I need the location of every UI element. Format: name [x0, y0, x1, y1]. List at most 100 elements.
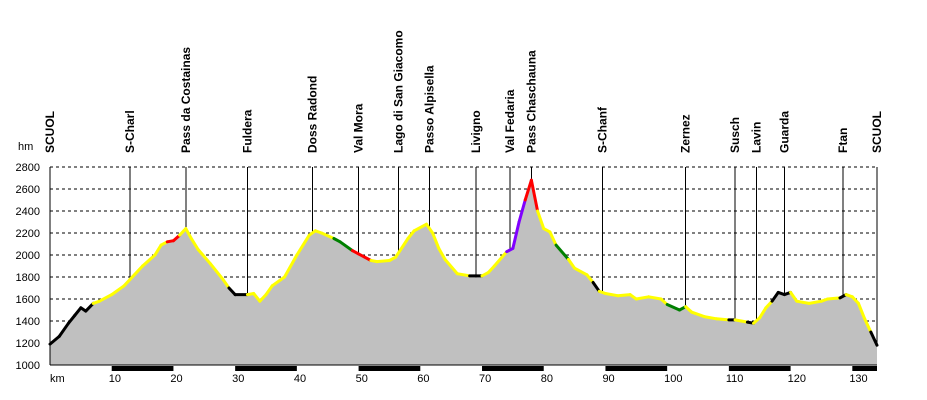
profile-segment	[807, 299, 823, 305]
profile-segment	[227, 286, 237, 297]
y-tick-label: 2800	[16, 162, 40, 174]
profile-segment	[258, 293, 268, 303]
elevation-area	[50, 180, 877, 365]
profile-segment	[789, 290, 799, 303]
profile-segment	[455, 272, 472, 278]
profile-segment	[128, 264, 145, 281]
waypoint-label: Val Mora	[352, 103, 366, 153]
waypoint-label: Fuldera	[240, 109, 254, 153]
y-tick-label: 1400	[16, 316, 40, 328]
profile-segment	[536, 209, 546, 231]
km-scale-block	[111, 366, 174, 371]
profile-segment	[221, 277, 231, 290]
profile-segment	[184, 227, 194, 242]
profile-segment	[431, 231, 441, 250]
profile-segment	[869, 330, 879, 347]
profile-segment	[585, 273, 595, 284]
profile-segment	[338, 240, 354, 253]
profile-segment	[634, 295, 651, 301]
y-tick-labels: 1000 1200 1400 1600 1800 2000 2200 2400 2600 2800	[16, 162, 40, 372]
y-tick-label: 2000	[16, 250, 40, 262]
x-tick-label: 80	[541, 373, 553, 385]
profile-segment	[758, 306, 768, 320]
x-tick-label: 50	[356, 373, 368, 385]
profile-segment	[67, 314, 77, 325]
profile-segment	[647, 295, 663, 301]
waypoint-label: S-Charl	[123, 110, 137, 153]
profile-segment	[770, 290, 780, 303]
profile-segment	[437, 246, 447, 261]
profile-segment	[573, 266, 589, 277]
km-scale-block	[358, 366, 421, 371]
profile-segment	[511, 220, 521, 250]
waypoint-labels: SCUOL S-Charl Pass da Costainas Fuldera Doss…	[43, 30, 884, 153]
profile-segment	[603, 292, 620, 298]
profile-segment	[406, 229, 416, 240]
y-tick-label: 1200	[16, 338, 40, 350]
waypoint-label: Doss Radond	[305, 76, 319, 153]
waypoint-label: Val Fedaria	[503, 89, 517, 153]
profile-segment	[443, 257, 459, 276]
km-scale-block	[482, 366, 544, 371]
waypoint-label: Zernez	[679, 114, 693, 153]
profile-segment	[48, 334, 61, 346]
profile-segment	[616, 293, 632, 298]
profile-area	[50, 180, 877, 365]
y-tick-label: 2400	[16, 206, 40, 218]
profile-segment	[295, 233, 311, 257]
profile-segment	[283, 253, 299, 279]
x-tick-label: 90	[602, 373, 614, 385]
profile-segment	[412, 222, 428, 233]
profile-segment	[141, 253, 157, 268]
y-tick-label: 1600	[16, 294, 40, 306]
waypoint-label: Susch	[728, 117, 742, 153]
profile-segment	[57, 321, 71, 338]
waypoint-label: SCUOL	[870, 111, 884, 153]
waypoint-lines	[129, 167, 878, 346]
x-tick-label: 60	[417, 373, 429, 385]
profile-segment	[856, 301, 867, 321]
km-scale-block	[235, 366, 297, 371]
km-scale-block	[728, 366, 791, 371]
waypoint-label: Ftan	[836, 128, 850, 153]
x-tick-label: 30	[232, 373, 244, 385]
x-tick-label: 10	[109, 373, 121, 385]
profile-segment	[715, 317, 731, 322]
profile-segment	[702, 315, 719, 321]
profile-segment	[863, 317, 873, 334]
y-tick-label: 1000	[16, 360, 40, 372]
profile-segment	[492, 250, 509, 268]
profile-segment	[517, 198, 527, 224]
x-tick-label: 40	[294, 373, 306, 385]
waypoint-label: Passo Alpisella	[423, 65, 437, 153]
profile-segment	[523, 178, 533, 202]
profile-segment	[548, 230, 558, 247]
waypoint-label: Livigno	[469, 110, 483, 153]
profile-segment	[110, 284, 126, 297]
profile-segment	[73, 306, 83, 317]
y-tick-label: 1800	[16, 272, 40, 284]
profile-segment	[264, 284, 274, 297]
profile-segment	[394, 237, 410, 259]
x-tick-label: 100	[664, 373, 682, 385]
profile-segment	[554, 243, 570, 261]
waypoint-label: Guarda	[777, 111, 791, 153]
profile-segment	[270, 275, 287, 288]
x-tick-label: 110	[726, 373, 744, 385]
profile-segment	[529, 178, 540, 213]
profile-segment	[320, 231, 336, 240]
profile-segment	[190, 238, 200, 251]
profile-segment	[84, 301, 95, 313]
profile-segment	[850, 295, 860, 305]
y-axis-label: hm	[18, 141, 33, 153]
x-tick-labels: 10 20 30 40 50 60 70 80 90 100 110 120 130	[109, 373, 868, 385]
profile-segment	[665, 303, 682, 312]
x-tick-label: 120	[788, 373, 806, 385]
profile-line	[48, 178, 879, 347]
profile-segment	[486, 264, 496, 275]
profile-segment	[764, 299, 774, 310]
x-tick-label: 70	[479, 373, 491, 385]
waypoint-label: Lago di San Giacomo	[392, 30, 406, 153]
profile-segment	[208, 262, 225, 281]
